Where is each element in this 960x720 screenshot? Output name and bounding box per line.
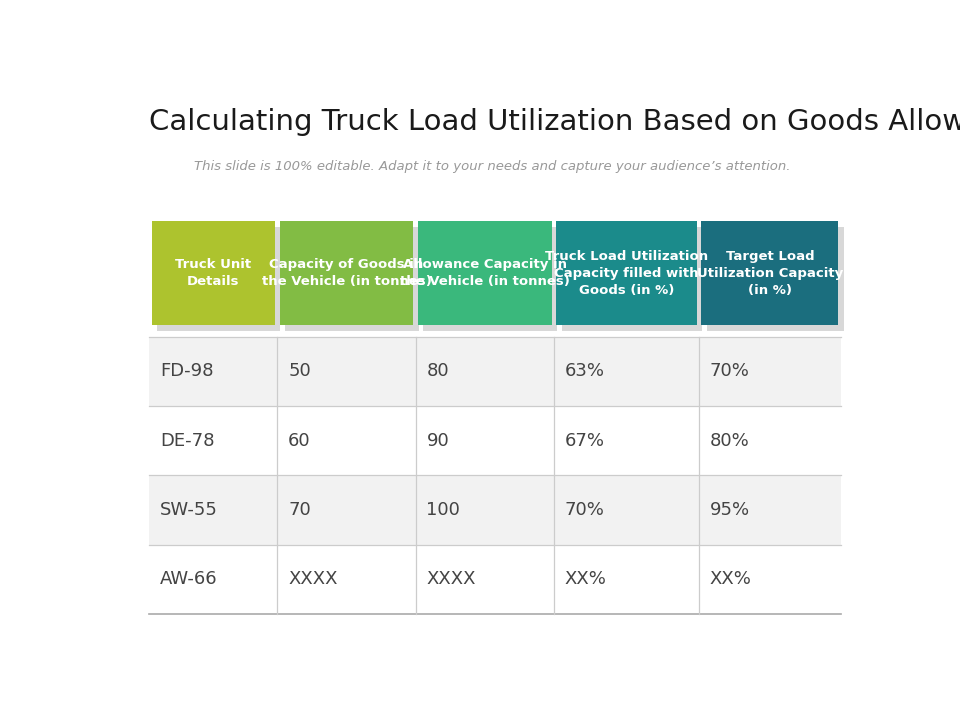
Text: Capacity of Goods in
the Vehicle (in tonnes): Capacity of Goods in the Vehicle (in ton… [261,258,431,288]
Text: Truck Unit
Details: Truck Unit Details [176,258,252,288]
Bar [150,337,841,406]
Bar [562,228,702,331]
Text: FD-98: FD-98 [160,362,214,380]
Text: 95%: 95% [709,501,750,519]
Text: AW-66: AW-66 [160,570,218,588]
Bar [418,221,552,325]
Text: 80: 80 [426,362,449,380]
Bar [152,221,275,325]
Bar [150,406,841,475]
Text: 63%: 63% [564,362,605,380]
Bar [150,475,841,544]
Text: SW-55: SW-55 [160,501,218,519]
Bar [285,228,419,331]
Text: Allowance Capacity in
the Vehicle (in tonnes): Allowance Capacity in the Vehicle (in to… [399,258,569,288]
Bar [702,221,838,325]
Text: Target Load
Utilization Capacity
(in %): Target Load Utilization Capacity (in %) [697,250,843,297]
Text: This slide is 100% editable. Adapt it to your needs and capture your audience’s : This slide is 100% editable. Adapt it to… [194,160,790,173]
Text: Calculating Truck Load Utilization Based on Goods Allowance Capacity: Calculating Truck Load Utilization Based… [150,108,960,136]
Bar [279,221,413,325]
Text: 100: 100 [426,501,461,519]
Text: 70: 70 [288,501,311,519]
Text: 50: 50 [288,362,311,380]
Text: 60: 60 [288,431,311,449]
Text: 80%: 80% [709,431,750,449]
Bar [556,221,697,325]
Text: 67%: 67% [564,431,605,449]
Text: XXXX: XXXX [426,570,476,588]
Bar [157,228,280,331]
Text: 70%: 70% [709,362,750,380]
Text: 70%: 70% [564,501,605,519]
Text: XX%: XX% [564,570,607,588]
Text: 90: 90 [426,431,449,449]
Bar [150,544,841,614]
Text: DE-78: DE-78 [160,431,215,449]
Text: XX%: XX% [709,570,752,588]
Bar [707,228,844,331]
Bar [423,228,557,331]
Text: Truck Load Utilization
Capacity filled with
Goods (in %): Truck Load Utilization Capacity filled w… [545,250,708,297]
Text: XXXX: XXXX [288,570,338,588]
